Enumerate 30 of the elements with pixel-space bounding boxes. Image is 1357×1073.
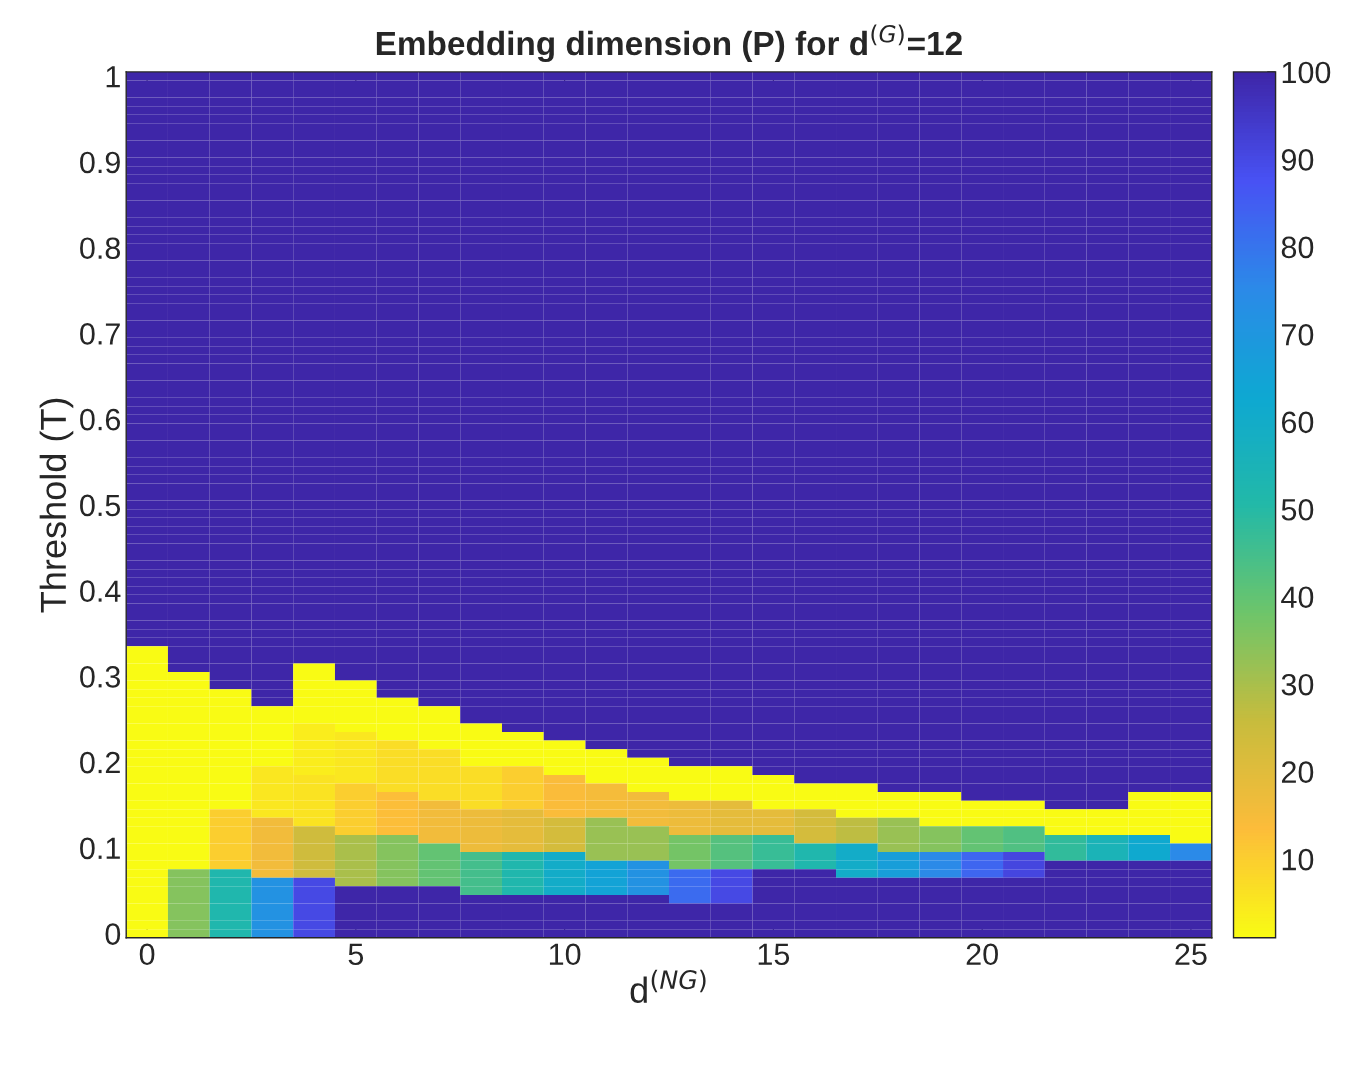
color-bar-label: 30 xyxy=(1281,673,1314,696)
y-tick-label: 0.5 xyxy=(80,494,121,517)
x-tick-label: 20 xyxy=(966,943,998,966)
x-tick-label: 25 xyxy=(1175,943,1207,966)
chart-title: Embedding dimension (P) for d$^{(G)}$=12 xyxy=(376,24,962,63)
x-tick-label: 15 xyxy=(758,943,790,966)
y-tick-label: 0.2 xyxy=(80,751,120,774)
color-bar-label: 60 xyxy=(1281,411,1314,434)
y-tick-label: 1 xyxy=(106,66,120,88)
color-bar-label: 40 xyxy=(1281,586,1314,609)
y-tick-label: 0 xyxy=(105,923,121,945)
x-tick-label: 0 xyxy=(139,943,155,966)
x-tick-label: 10 xyxy=(549,943,581,966)
y-tick-label: 0.6 xyxy=(80,408,120,431)
color-bar-label: 90 xyxy=(1281,149,1314,171)
color-bar-label: 20 xyxy=(1281,761,1314,783)
color-bar-label: 50 xyxy=(1281,498,1314,521)
y-tick-label: 0.3 xyxy=(80,666,120,688)
y-tick-label: 0.9 xyxy=(80,151,120,174)
y-axis-title: Threshold (T) xyxy=(39,398,74,613)
x-axis-title: d$^{(NG)}$ xyxy=(630,969,706,1004)
y-tick-label: 0.1 xyxy=(80,837,120,860)
color-bar-label: 100 xyxy=(1282,61,1331,84)
color-bar-label: 10 xyxy=(1282,848,1314,871)
color-bar-label: 70 xyxy=(1282,324,1314,346)
y-tick-label: 0.7 xyxy=(80,323,120,345)
x-tick-label: 5 xyxy=(348,943,364,966)
y-tick-label: 0.8 xyxy=(80,237,121,260)
y-tick-label: 0.4 xyxy=(80,580,121,602)
color-bar-label: 80 xyxy=(1281,236,1314,259)
